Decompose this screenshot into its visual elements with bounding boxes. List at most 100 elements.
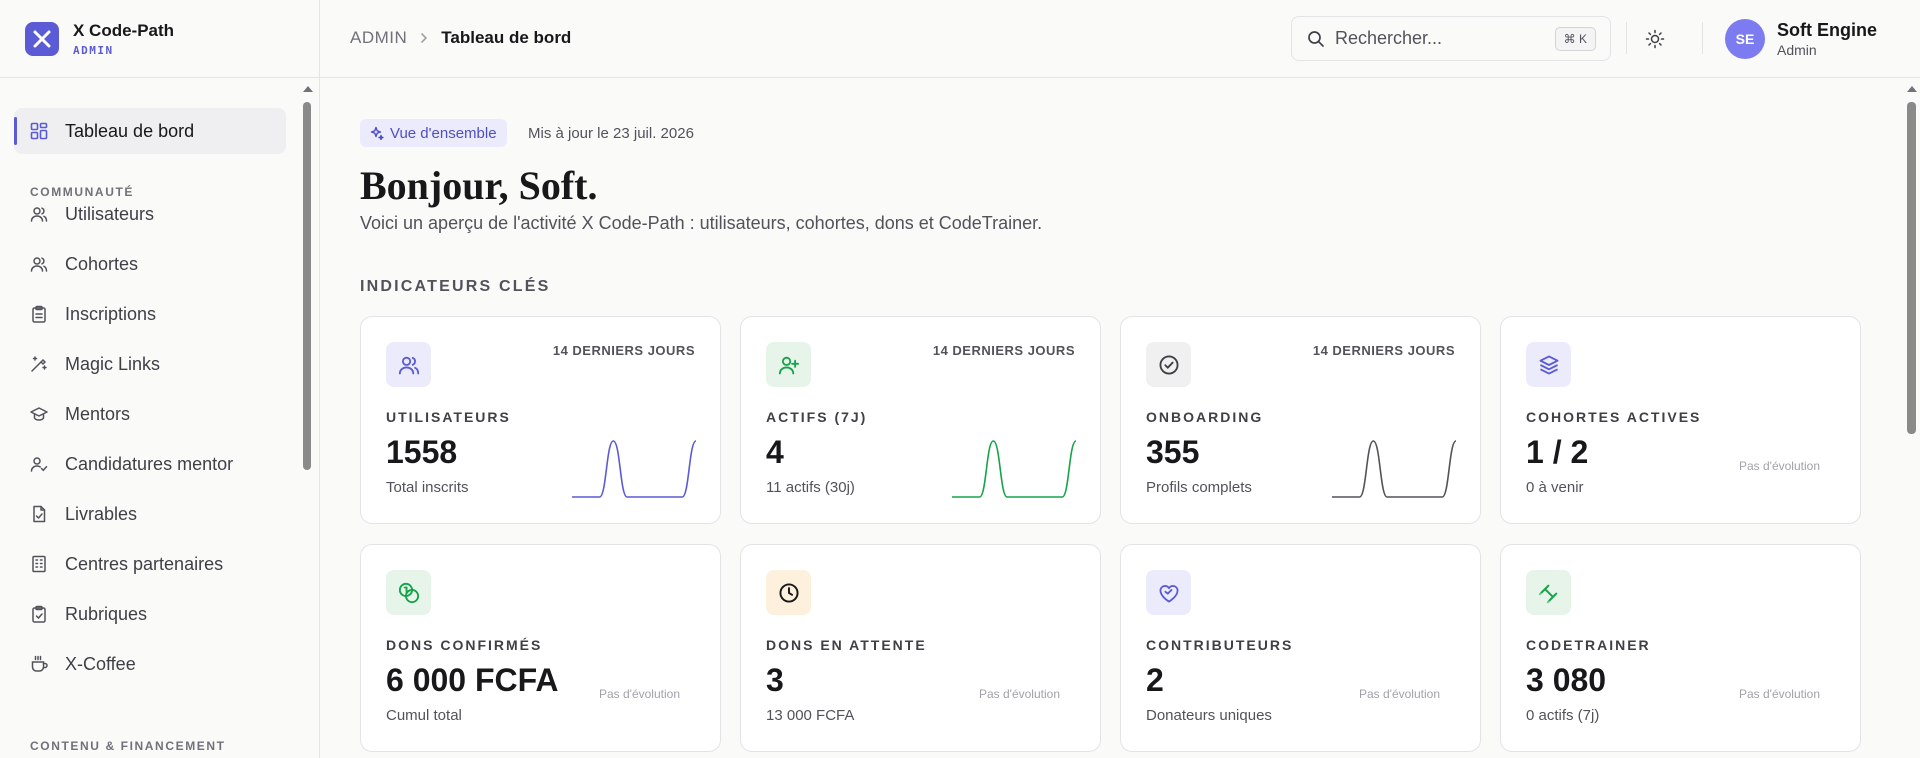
scroll-up-arrow-icon[interactable]	[1907, 86, 1917, 92]
sidebar-item-x-coffee[interactable]: X-Coffee	[14, 642, 286, 686]
brand[interactable]: X Code-Path ADMIN	[0, 0, 319, 78]
file-check-icon	[33, 505, 46, 523]
sidebar-item-cohortes[interactable]: Cohortes	[14, 242, 286, 286]
cohorts-icon	[30, 257, 48, 272]
kpi-card-dons-en-attente[interactable]: DONS EN ATTENTE 3 13 000 FCFA Pas d'évol…	[740, 544, 1101, 752]
page-intro: Voici un aperçu de l'activité X Code-Pat…	[360, 213, 1043, 233]
card-value: 1558	[386, 434, 458, 470]
sidebar-nav: Tableau de bord COMMUNAUTÉ Utilisateurs …	[0, 78, 300, 758]
sidebar-item-candidatures-mentor[interactable]: Candidatures mentor	[14, 442, 286, 486]
graduation-cap-icon	[30, 407, 48, 421]
sidebar-item-centres-partenaires[interactable]: Centres partenaires	[14, 542, 286, 586]
user-role: Admin	[1777, 42, 1817, 58]
sidebar-item-label: Tableau de bord	[65, 120, 195, 141]
coins-icon	[386, 570, 431, 615]
avatar[interactable]: SE	[1725, 19, 1765, 59]
dumbbell-icon	[1526, 570, 1571, 615]
sidebar-item-magic-links[interactable]: Magic Links	[14, 342, 286, 386]
building-icon	[32, 555, 46, 573]
sparkline-path	[952, 440, 1077, 498]
layers-icon	[1526, 342, 1571, 387]
sidebar: X Code-Path ADMIN Tableau de bord COMMUN…	[0, 0, 320, 758]
kpi-card-utilisateurs[interactable]: 14 DERNIERS JOURS UTILISATEURS 1558 Tota…	[360, 316, 721, 524]
search-placeholder: Rechercher...	[1335, 28, 1443, 48]
clock-icon	[766, 570, 811, 615]
card-label: UTILISATEURS	[386, 409, 511, 425]
breadcrumb-root[interactable]: ADMIN	[350, 28, 408, 47]
main-content: Vue d'ensemble Mis à jour le 23 juil. 20…	[320, 78, 1920, 758]
card-subtext: Profils complets	[1146, 479, 1252, 496]
sidebar-item-rubriques[interactable]: Rubriques	[14, 592, 286, 636]
card-value: 355	[1146, 434, 1200, 470]
sparkline-path	[1332, 440, 1457, 498]
sidebar-item-label: Rubriques	[65, 603, 148, 624]
card-subtext: 13 000 FCFA	[766, 707, 855, 724]
sidebar-item-label: Centres partenaires	[65, 553, 224, 574]
user-name[interactable]: Soft Engine	[1777, 20, 1877, 40]
kpi-card-cohortes-actives[interactable]: COHORTES ACTIVES 1 / 2 0 à venir Pas d'é…	[1500, 316, 1861, 524]
brand-name: X Code-Path	[73, 20, 175, 40]
card-label: CONTRIBUTEURS	[1146, 637, 1294, 653]
card-trend: Pas d'évolution	[1738, 687, 1820, 701]
sidebar-section-title: COMMUNAUTÉ	[30, 185, 134, 199]
search-icon	[1308, 30, 1324, 47]
kpi-card-contributeurs[interactable]: CONTRIBUTEURS 2 Donateurs uniques Pas d'…	[1120, 544, 1481, 752]
chevron-right-icon	[419, 32, 429, 44]
divider	[1702, 22, 1703, 54]
sidebar-scrollbar[interactable]	[300, 86, 314, 758]
kpi-card-onboarding[interactable]: 14 DERNIERS JOURS ONBOARDING 355 Profils…	[1120, 316, 1481, 524]
sidebar-section-title: CONTENU & FINANCEMENT	[30, 739, 226, 753]
sidebar-item-label: Utilisateurs	[65, 203, 155, 224]
sidebar-item-label: X-Coffee	[65, 653, 136, 674]
sidebar-item-dashboard[interactable]: Tableau de bord	[14, 108, 286, 154]
scroll-up-arrow-icon[interactable]	[303, 86, 313, 92]
kpi-card-codetrainer[interactable]: CODETRAINER 3 080 0 actifs (7j) Pas d'év…	[1500, 544, 1861, 752]
card-label: COHORTES ACTIVES	[1526, 409, 1702, 425]
card-value: 3	[766, 662, 784, 698]
card-subtext: 0 actifs (7j)	[1526, 707, 1600, 724]
breadcrumb: ADMIN Tableau de bord	[350, 28, 571, 48]
sparkline	[572, 440, 697, 498]
brand-subtitle: ADMIN	[73, 43, 114, 57]
card-trend: Pas d'évolution	[1738, 459, 1820, 473]
card-label: ACTIFS (7J)	[766, 409, 868, 425]
sidebar-item-label: Magic Links	[65, 353, 161, 374]
sidebar-item-livrables[interactable]: Livrables	[14, 492, 286, 536]
card-value: 4	[766, 434, 784, 470]
sidebar-item-mentors[interactable]: Mentors	[14, 392, 286, 436]
card-label: DONS EN ATTENTE	[766, 637, 927, 653]
sparkles-icon	[370, 126, 384, 140]
sidebar-item-utilisateurs[interactable]: Utilisateurs	[14, 192, 286, 236]
heart-handshake-icon	[1146, 570, 1191, 615]
sidebar-item-label: Mentors	[65, 403, 131, 424]
users-icon	[386, 342, 431, 387]
theme-toggle-button[interactable]	[1640, 24, 1670, 54]
sidebar-item-label: Cohortes	[65, 253, 139, 274]
coffee-icon	[31, 655, 48, 672]
section-title: INDICATEURS CLÉS	[360, 278, 551, 295]
kpi-card-actifs[interactable]: 14 DERNIERS JOURS ACTIFS (7J) 4 11 actif…	[740, 316, 1101, 524]
sparkline	[952, 440, 1077, 498]
sidebar-item-inscriptions[interactable]: Inscriptions	[14, 292, 286, 336]
card-trend: Pas d'évolution	[978, 687, 1060, 701]
card-subtext: Total inscrits	[386, 479, 469, 496]
dashboard-icon	[30, 122, 48, 140]
logo-icon	[25, 21, 59, 56]
search-shortcut: ⌘ K	[1554, 27, 1596, 51]
divider	[1626, 22, 1627, 54]
card-value: 1 / 2	[1526, 434, 1589, 470]
sparkline-path	[572, 440, 697, 498]
user-plus-icon	[766, 342, 811, 387]
clipboard-check-icon	[32, 605, 46, 623]
card-subtext: Donateurs uniques	[1146, 707, 1272, 724]
card-trend: Pas d'évolution	[598, 687, 680, 701]
main-scrollbar[interactable]	[1905, 86, 1919, 758]
scrollbar-thumb[interactable]	[1907, 102, 1916, 434]
page-title: Bonjour, Soft.	[360, 163, 598, 208]
scrollbar-thumb[interactable]	[303, 102, 311, 470]
sun-icon	[1645, 29, 1665, 49]
card-subtext: 11 actifs (30j)	[766, 479, 855, 496]
search-input[interactable]: Rechercher... ⌘ K	[1291, 16, 1611, 61]
kpi-card-dons-confirmes[interactable]: DONS CONFIRMÉS 6 000 FCFA Cumul total Pa…	[360, 544, 721, 752]
card-value: 2	[1146, 662, 1164, 698]
